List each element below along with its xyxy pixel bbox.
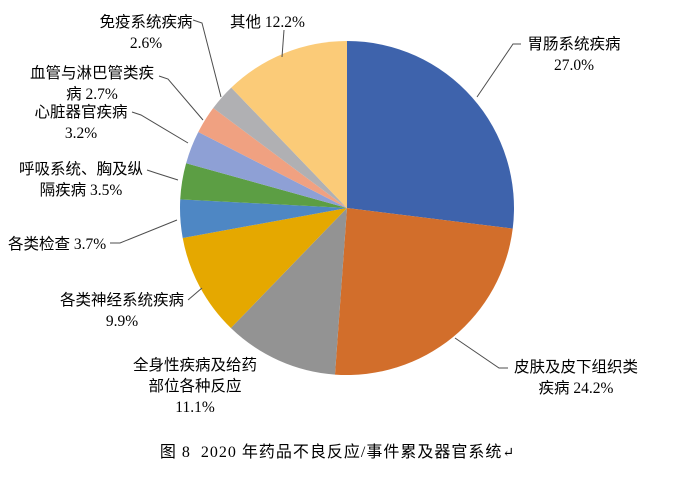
figure-caption: 图 8 2020 年药品不良反应/事件累及器官系统↵ — [0, 438, 674, 462]
callout-nervous-system: 各类神经系统疾病 9.9% — [59, 292, 184, 330]
leader-line-respiratory — [146, 169, 179, 181]
callout-respiratory-thoracic: 呼吸系统、胸及纵隔疾病 3.5% — [18, 161, 143, 199]
pie-chart-svg — [110, 19, 521, 376]
pie-slice-cardiac — [186, 132, 347, 208]
callout-gastrointestinal: 胃肠系统疾病 27.0% — [527, 36, 621, 74]
leader-line-other — [281, 29, 285, 58]
callout-other: 其他 12.2% — [230, 14, 305, 31]
pie-slice-vascular — [198, 108, 347, 208]
pie-slice-exam — [179, 199, 347, 238]
callout-examinations: 各类检查 3.7% — [8, 236, 107, 253]
callout-systemic-administration-site: 全身性疾病及给药部位各种反应 11.1% — [132, 357, 257, 416]
pie-slice-immune — [213, 87, 347, 208]
leader-line-exam — [110, 219, 178, 244]
leader-line-nervous — [187, 287, 203, 301]
pie-slice-skin — [334, 208, 513, 376]
leader-line-vascular — [158, 75, 204, 121]
callout-immune-system: 免疫系统疾病 2.6% — [99, 14, 193, 52]
pie-slice-other — [231, 41, 347, 208]
callout-cardiac: 心脏器官疾病 3.2% — [34, 104, 128, 142]
leader-line-immune — [192, 19, 222, 98]
leader-line-cardiac — [131, 111, 189, 144]
callout-vascular-lymphatic: 血管与淋巴管类疾病 2.7% — [29, 65, 154, 103]
pie-slice-gastro — [347, 40, 515, 229]
leader-line-gastro — [476, 43, 521, 98]
figure-caption-text: 图 8 2020 年药品不良反应/事件累及器官系统 — [159, 444, 503, 461]
pie-slice-nervous — [182, 208, 347, 329]
pie-slices-group — [179, 40, 515, 376]
leader-lines-group — [110, 19, 521, 369]
callout-skin-subcutaneous: 皮肤及皮下组织类疾病 24.2% — [513, 359, 638, 397]
pie-slice-systemic — [230, 208, 347, 375]
pie-slice-respiratory — [180, 163, 347, 208]
leader-line-skin — [454, 337, 508, 369]
paragraph-return-mark: ↵ — [502, 446, 515, 461]
